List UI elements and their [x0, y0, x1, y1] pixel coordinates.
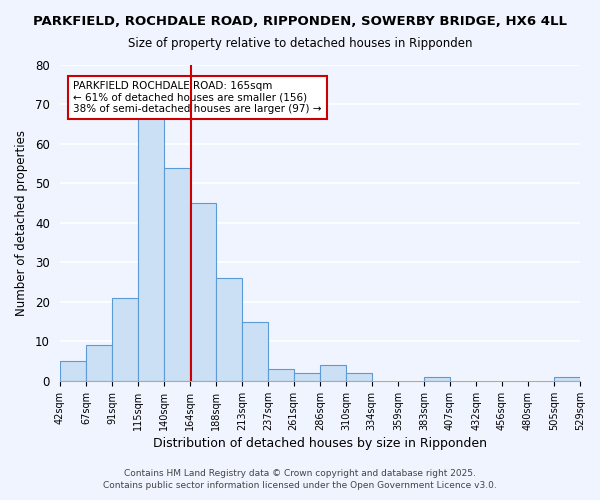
Text: PARKFIELD, ROCHDALE ROAD, RIPPONDEN, SOWERBY BRIDGE, HX6 4LL: PARKFIELD, ROCHDALE ROAD, RIPPONDEN, SOW… — [33, 15, 567, 28]
Text: Size of property relative to detached houses in Ripponden: Size of property relative to detached ho… — [128, 38, 472, 51]
Bar — [137, 116, 164, 381]
X-axis label: Distribution of detached houses by size in Ripponden: Distribution of detached houses by size … — [153, 437, 487, 450]
Text: Contains HM Land Registry data © Crown copyright and database right 2025.
Contai: Contains HM Land Registry data © Crown c… — [103, 468, 497, 490]
Bar — [554, 377, 580, 381]
Bar — [215, 278, 242, 381]
Bar — [424, 377, 449, 381]
Y-axis label: Number of detached properties: Number of detached properties — [15, 130, 28, 316]
Bar — [293, 373, 320, 381]
Text: PARKFIELD ROCHDALE ROAD: 165sqm
← 61% of detached houses are smaller (156)
38% o: PARKFIELD ROCHDALE ROAD: 165sqm ← 61% of… — [73, 81, 322, 114]
Bar — [190, 203, 215, 381]
Bar — [346, 373, 371, 381]
Bar — [86, 346, 112, 381]
Bar — [320, 365, 346, 381]
Bar — [112, 298, 137, 381]
Bar — [268, 369, 293, 381]
Bar — [242, 322, 268, 381]
Bar — [164, 168, 190, 381]
Bar — [59, 361, 86, 381]
